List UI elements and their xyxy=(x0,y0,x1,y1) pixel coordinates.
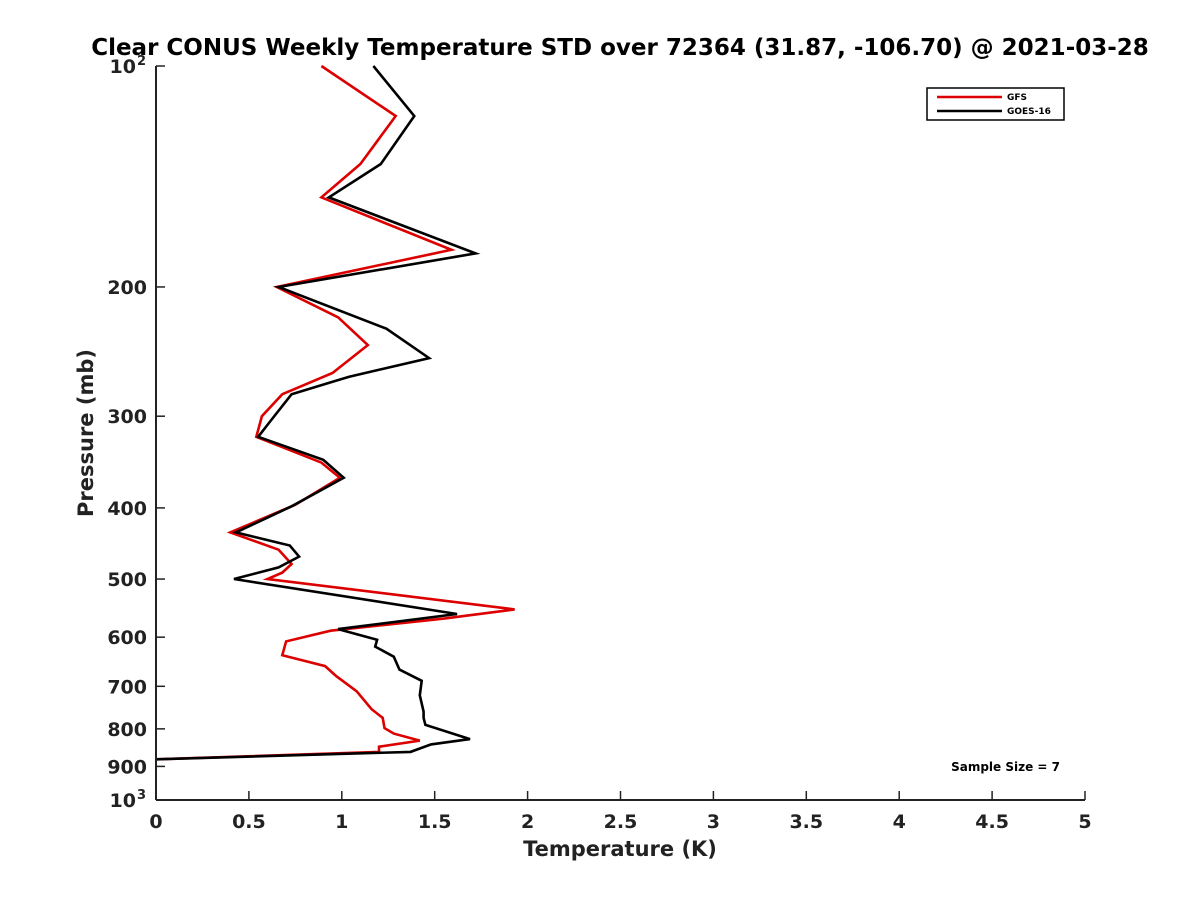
x-tick-label: 4 xyxy=(893,811,906,833)
chart-title: Clear CONUS Weekly Temperature STD over … xyxy=(91,35,1149,61)
y-tick-label: 800 xyxy=(107,719,147,741)
y-tick-label: 400 xyxy=(107,498,147,520)
x-tick-label: 2.5 xyxy=(604,811,638,833)
x-tick-label: 4.5 xyxy=(975,811,1009,833)
x-tick-label: 0.5 xyxy=(232,811,266,833)
legend-box xyxy=(926,87,1065,121)
legend-label: GOES-16 xyxy=(1007,107,1051,117)
y-tick-label: 600 xyxy=(107,627,147,649)
y-tick-exponent: 2 xyxy=(137,54,146,69)
sample-size-annotation: Sample Size = 7 xyxy=(951,760,1060,774)
y-tick-exponent: 3 xyxy=(137,788,146,803)
y-tick-label: 500 xyxy=(107,569,147,591)
x-axis-ticks: 0 0.5 1 1.5 2 2.5 3 3.5 4 4.5 5 xyxy=(149,791,1092,833)
y-tick-label: 10 xyxy=(110,790,136,812)
y-tick-label: 900 xyxy=(107,756,147,778)
y-tick-label: 200 xyxy=(107,277,147,299)
legend-label: GFS xyxy=(1007,93,1027,103)
x-tick-label: 5 xyxy=(1078,811,1091,833)
x-tick-label: 3.5 xyxy=(789,811,823,833)
x-tick-label: 2 xyxy=(521,811,534,833)
y-tick-label: 700 xyxy=(107,676,147,698)
legend: GFS GOES-16 xyxy=(926,87,1065,121)
y-tick-label: 10 xyxy=(110,56,136,78)
series-line-gfs xyxy=(155,64,515,761)
series-layer xyxy=(155,64,515,761)
x-tick-label: 1 xyxy=(335,811,348,833)
y-tick-label: 300 xyxy=(107,406,147,428)
y-axis-label: Pressure (mb) xyxy=(74,349,98,517)
x-axis-label: Temperature (K) xyxy=(523,837,717,861)
x-tick-label: 0 xyxy=(149,811,162,833)
series-line-goes-16 xyxy=(155,65,481,761)
x-tick-label: 3 xyxy=(707,811,720,833)
x-tick-label: 1.5 xyxy=(418,811,452,833)
